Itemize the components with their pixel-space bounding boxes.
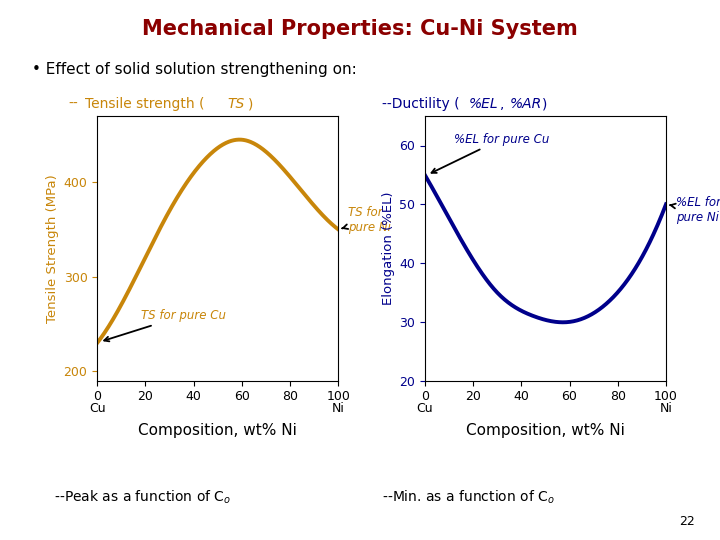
- Text: Ni: Ni: [332, 402, 345, 415]
- Text: %AR: %AR: [510, 97, 542, 111]
- Text: Ni: Ni: [660, 402, 672, 415]
- Text: Composition, wt% Ni: Composition, wt% Ni: [138, 423, 297, 438]
- Y-axis label: Tensile Strength (MPa): Tensile Strength (MPa): [46, 174, 60, 323]
- Text: Cu: Cu: [89, 402, 106, 415]
- Text: --: --: [68, 97, 78, 111]
- Text: %EL for pure Cu: %EL for pure Cu: [431, 132, 549, 173]
- Text: Mechanical Properties: Cu-Ni System: Mechanical Properties: Cu-Ni System: [142, 19, 578, 39]
- Text: Cu: Cu: [416, 402, 433, 415]
- Text: ): ): [248, 97, 253, 111]
- Text: --Ductility (: --Ductility (: [382, 97, 459, 111]
- Text: %EL for
pure Ni: %EL for pure Ni: [670, 196, 720, 224]
- Text: Composition, wt% Ni: Composition, wt% Ni: [466, 423, 625, 438]
- Text: TS for
pure Ni: TS for pure Ni: [342, 206, 391, 234]
- Text: --Min. as a function of C$_o$: --Min. as a function of C$_o$: [382, 489, 554, 506]
- Text: 22: 22: [679, 515, 695, 528]
- Text: TS for pure Cu: TS for pure Cu: [104, 309, 225, 341]
- Text: --Peak as a function of C$_o$: --Peak as a function of C$_o$: [54, 489, 231, 506]
- Text: ,: ,: [500, 97, 505, 111]
- Text: TS: TS: [228, 97, 245, 111]
- Y-axis label: Elongation (%EL): Elongation (%EL): [382, 192, 395, 305]
- Text: Tensile strength (: Tensile strength (: [85, 97, 204, 111]
- Text: ): ): [541, 97, 546, 111]
- Text: %EL: %EL: [469, 97, 498, 111]
- Text: • Effect of solid solution strengthening on:: • Effect of solid solution strengthening…: [32, 62, 357, 77]
